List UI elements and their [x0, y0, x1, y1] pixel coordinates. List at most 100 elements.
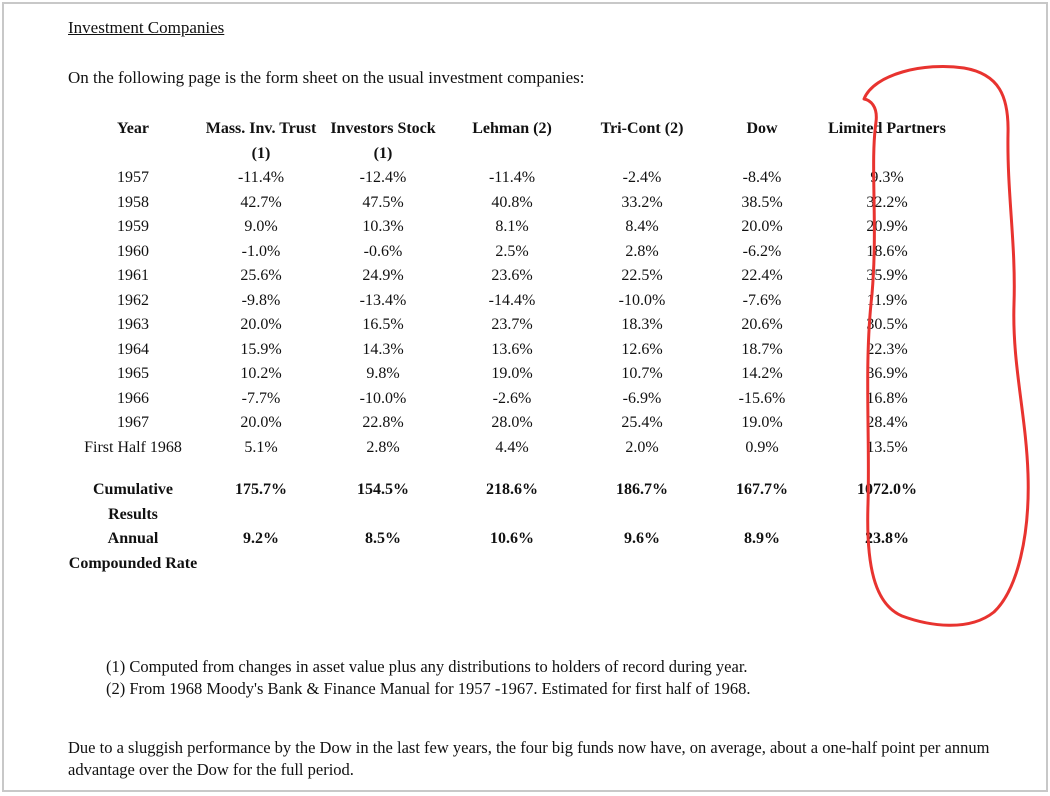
column-header-dow: Dow [746, 120, 778, 137]
cell-investors-stock: 9.8% [366, 365, 400, 382]
column-header-lehman: Lehman (2) [472, 120, 552, 137]
cell-tri-cont: 18.3% [621, 316, 663, 333]
cell-investors-stock: 10.3% [362, 218, 404, 235]
cell-investors-stock: 47.5% [362, 193, 404, 211]
cell-lehman: 4.4% [495, 438, 529, 456]
cell-tri-cont: -2.4% [622, 169, 662, 186]
cell-dow: 8.9% [744, 530, 780, 547]
cell-limited-partners: 20.9% [866, 218, 908, 235]
cell-dow: 18.7% [741, 340, 783, 358]
cell-limited-partners: 13.5% [866, 438, 908, 456]
column-header-investors-stock: Investors Stock (1) [330, 120, 436, 162]
cell-mass-inv-trust: -11.4% [237, 169, 285, 186]
cell-limited-partners: 22.3% [866, 340, 908, 358]
cell-tri-cont: 22.5% [621, 267, 663, 284]
cell-year: 1966 [117, 389, 149, 407]
table-row: 1958 42.7% 47.5% 40.8% 33.2% 38.5% 32.2% [68, 191, 952, 216]
footnote-1: (1) Computed from changes in asset value… [106, 657, 748, 676]
cell-dow: 20.6% [741, 316, 783, 333]
cell-mass-inv-trust: 9.0% [244, 218, 278, 235]
cell-investors-stock: -13.4% [359, 291, 407, 309]
cell-limited-partners: 30.5% [866, 316, 908, 333]
cell-investors-stock: 24.9% [362, 267, 404, 284]
cell-dow: 14.2% [741, 365, 783, 382]
cell-dow: -15.6% [738, 389, 786, 407]
section-heading: Investment Companies [68, 18, 225, 37]
cell-year: First Half 1968 [84, 438, 182, 456]
column-header-limited-partners: Limited Partners [828, 120, 946, 137]
cell-mass-inv-trust: 20.0% [240, 414, 282, 431]
cell-lehman: 40.8% [491, 193, 533, 211]
cell-year: Annual Compounded Rate [68, 530, 198, 572]
cell-year: Cumulative Results [93, 481, 173, 523]
cell-limited-partners: 11.9% [866, 291, 908, 309]
cell-mass-inv-trust: 25.6% [240, 267, 282, 284]
cell-limited-partners: 36.9% [866, 365, 908, 382]
cell-dow: 0.9% [745, 438, 779, 456]
table-row: 1967 20.0% 22.8% 28.0% 25.4% 19.0% 28.4% [68, 411, 952, 436]
cell-tri-cont: 186.7% [616, 481, 668, 498]
cell-lehman: 218.6% [486, 481, 538, 498]
cell-tri-cont: 2.0% [625, 438, 659, 456]
cell-investors-stock: 16.5% [362, 316, 404, 333]
cell-investors-stock: 2.8% [366, 438, 400, 456]
cell-year: 1963 [117, 316, 149, 333]
cell-tri-cont: 12.6% [621, 340, 663, 358]
cell-mass-inv-trust: 5.1% [244, 438, 278, 456]
cell-limited-partners: 16.8% [866, 389, 908, 407]
cell-investors-stock: 14.3% [362, 340, 404, 358]
cell-limited-partners: 18.6% [866, 242, 908, 260]
cell-limited-partners: 28.4% [866, 414, 908, 431]
cell-tri-cont: 33.2% [621, 193, 663, 211]
cell-tri-cont: 25.4% [621, 414, 663, 431]
cell-tri-cont: 10.7% [621, 365, 663, 382]
cell-lehman: 8.1% [495, 218, 529, 235]
table-row: 1962 -9.8% -13.4% -14.4% -10.0% -7.6% 11.9% [68, 289, 952, 314]
cell-mass-inv-trust: 15.9% [240, 340, 282, 358]
cell-limited-partners: 9.3% [870, 169, 904, 186]
table-row: 1963 20.0% 16.5% 23.7% 18.3% 20.6% 30.5% [68, 313, 952, 338]
cell-mass-inv-trust: 42.7% [240, 193, 282, 211]
intro-paragraph: On the following page is the form sheet … [68, 68, 585, 87]
cell-year: 1962 [117, 291, 149, 309]
cell-limited-partners: 35.9% [866, 267, 908, 284]
cell-tri-cont: -6.9% [622, 389, 662, 407]
table-row: 1960 -1.0% -0.6% 2.5% 2.8% -6.2% 18.6% [68, 240, 952, 265]
cell-dow: 22.4% [741, 267, 783, 284]
cell-dow: 167.7% [736, 481, 788, 498]
cell-lehman: -11.4% [488, 169, 536, 186]
table-row: 1964 15.9% 14.3% 13.6% 12.6% 18.7% 22.3% [68, 338, 952, 363]
cell-year: 1960 [117, 242, 149, 260]
table-row: 1959 9.0% 10.3% 8.1% 8.4% 20.0% 20.9% [68, 215, 952, 240]
cell-mass-inv-trust: -9.8% [241, 291, 281, 309]
cell-mass-inv-trust: -1.0% [241, 242, 281, 260]
table-row: 1966 -7.7% -10.0% -2.6% -6.9% -15.6% 16.8% [68, 387, 952, 412]
closing-paragraph: Due to a sluggish performance by the Dow… [68, 738, 990, 779]
cell-dow: -6.2% [742, 242, 782, 260]
cell-year: 1958 [117, 193, 149, 211]
cell-tri-cont: 8.4% [625, 218, 659, 235]
cell-mass-inv-trust: 9.2% [243, 530, 279, 547]
cell-lehman: -2.6% [492, 389, 532, 407]
cell-year: 1967 [117, 414, 149, 431]
cell-limited-partners: 32.2% [866, 193, 908, 211]
cell-lehman: 28.0% [491, 414, 533, 431]
table-spacer-row [68, 460, 952, 478]
cell-lehman: 23.6% [491, 267, 533, 284]
cell-limited-partners: 1072.0% [857, 481, 917, 498]
cell-investors-stock: -10.0% [359, 389, 407, 407]
cell-investors-stock: -12.4% [359, 169, 407, 186]
cell-limited-partners: 23.8% [865, 530, 909, 547]
cell-lehman: 10.6% [490, 530, 534, 547]
cell-dow: -8.4% [742, 169, 782, 186]
cell-mass-inv-trust: -7.7% [241, 389, 281, 407]
cell-dow: 38.5% [741, 193, 783, 211]
performance-table: Year Mass. Inv. Trust (1) Investors Stoc… [68, 117, 952, 576]
summary-row: Cumulative Results 175.7% 154.5% 218.6% 186.… [68, 478, 952, 527]
cell-lehman: 13.6% [491, 340, 533, 358]
table-row: 1965 10.2% 9.8% 19.0% 10.7% 14.2% 36.9% [68, 362, 952, 387]
footnotes: (1) Computed from changes in asset value… [106, 656, 751, 700]
cell-tri-cont: 9.6% [624, 530, 660, 547]
spacer-cell [68, 460, 952, 478]
